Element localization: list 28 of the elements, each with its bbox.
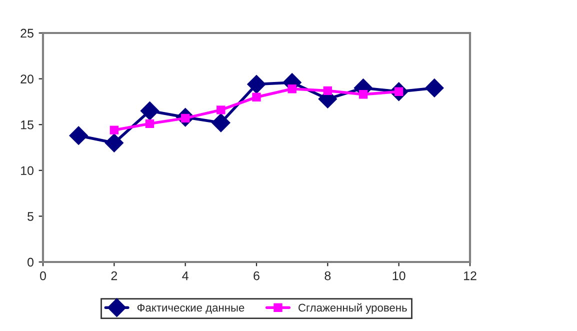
point (252, 92, 261, 102)
y-tick-label: 10 (21, 166, 34, 176)
y-tick-label: 20 (20, 74, 34, 84)
point (323, 86, 332, 96)
y-tick-label: 15 (21, 120, 34, 130)
point (140, 102, 160, 120)
y-tick-label: 5 (28, 212, 34, 221)
point (104, 134, 124, 152)
x-tick-label: 8 (324, 271, 331, 280)
point (212, 113, 230, 132)
y-tick-label: 25 (20, 28, 34, 38)
point (425, 78, 444, 98)
x-tick-label: 0 (40, 271, 46, 280)
point (216, 106, 226, 114)
x-tick-label: 4 (182, 271, 188, 280)
point (145, 119, 154, 128)
legend-label: Сглаженный уровень (298, 303, 407, 314)
point (247, 74, 266, 94)
legend-label: Фактические данные (137, 304, 244, 314)
x-tick-label: 6 (254, 271, 260, 280)
y-tick-label: 0 (28, 258, 34, 267)
x-tick-label: 12 (464, 271, 476, 280)
point (288, 84, 296, 94)
point (358, 90, 368, 99)
x-tick-label: 2 (111, 271, 118, 280)
point (69, 126, 88, 145)
point (110, 126, 119, 134)
x-tick-label: 10 (392, 271, 406, 280)
